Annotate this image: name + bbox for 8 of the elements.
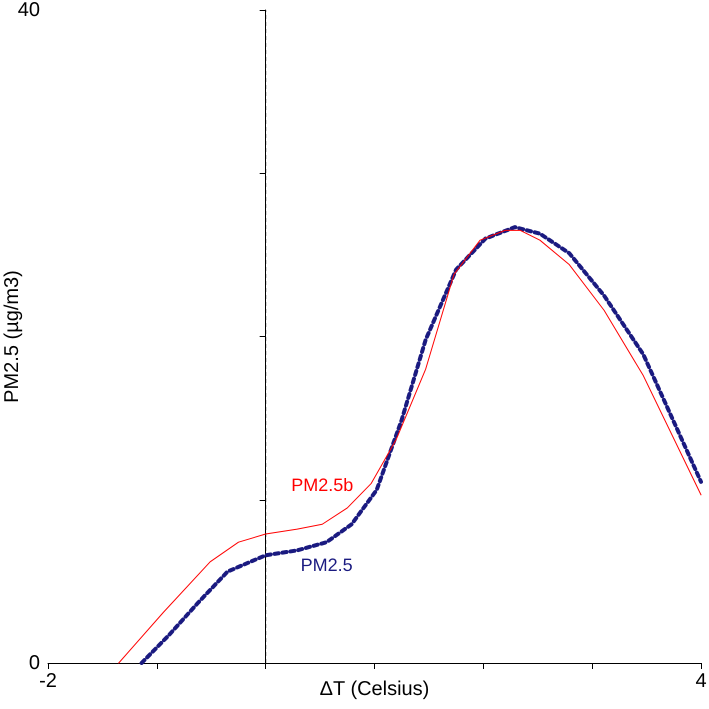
series-label: PM2.5b	[291, 475, 354, 496]
x-tick-label: 4	[695, 670, 707, 692]
y-tick-label: 40	[18, 0, 40, 21]
series-label: PM2.5	[300, 555, 353, 576]
y-tick-label: 0	[28, 652, 40, 674]
x-tick-label: -2	[39, 670, 57, 692]
y-axis-title: PM2.5 (µg/m3)	[1, 270, 23, 403]
x-axis-title: ΔT (Celsius)	[320, 678, 430, 700]
